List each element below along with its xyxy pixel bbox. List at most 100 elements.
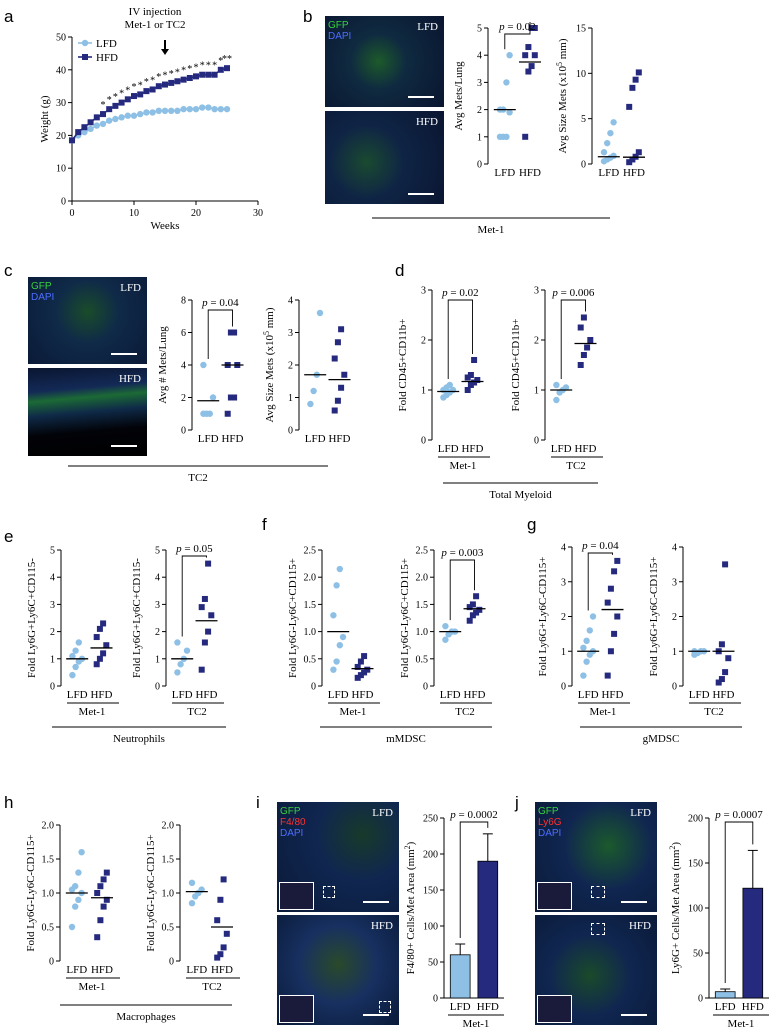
- hfd-data-point: [103, 869, 110, 876]
- y-tick-label: 0.5: [304, 654, 317, 665]
- zoom-region-box: [323, 886, 335, 898]
- lfd-bar: [714, 991, 736, 999]
- lfd-data-point: [183, 647, 191, 654]
- hfd-data-point: [100, 620, 107, 627]
- significance-star: *: [107, 95, 112, 106]
- y-axis-label: F4/80+ Cells/Met Area (mm2): [403, 841, 417, 974]
- lfd-data-point: [93, 122, 101, 129]
- group-label: HFD: [628, 920, 651, 932]
- y-tick-label: 0: [534, 436, 539, 447]
- panel-label-c: c: [4, 261, 13, 280]
- panel-label-j: j: [514, 793, 519, 812]
- x-tick-label: LFD: [494, 167, 515, 179]
- y-tick-label: 200: [423, 850, 438, 861]
- lfd-data-point: [506, 109, 513, 116]
- x-tick-label: LFD: [715, 1001, 736, 1013]
- y-tick-label: 5: [155, 546, 160, 557]
- hfd-data-point: [100, 903, 107, 910]
- hfd-data-point: [522, 133, 529, 140]
- lfd-data-point: [442, 636, 449, 643]
- y-tick-label: 3: [477, 78, 482, 89]
- scale-bar: [621, 1014, 647, 1016]
- hfd-data-point: [199, 71, 206, 78]
- lfd-data-point: [589, 613, 597, 620]
- hfd-data-point: [626, 103, 633, 110]
- hfd-data-point: [331, 355, 338, 362]
- x-axis-label: Weeks: [150, 220, 179, 232]
- micrograph-i-lfd: GFP F4/80 DAPI LFD: [277, 802, 399, 912]
- lfd-data-point: [143, 109, 150, 116]
- y-tick-label: 5: [50, 546, 55, 557]
- x-tick-label: HFD: [211, 964, 233, 976]
- hfd-data-point: [467, 372, 474, 378]
- hfd-data-point: [334, 397, 341, 404]
- y-tick-label: 0: [169, 957, 174, 968]
- scatter-plot: 0 1 2 3 Fold CD45+CD11b+ LFD HFD p = 0.006 TC2: [510, 286, 603, 472]
- hfd-data-point: [201, 639, 208, 646]
- hfd-bar: [742, 887, 764, 999]
- f480-label: F4/80: [280, 817, 306, 828]
- y-tick-label: 0.5: [416, 654, 429, 665]
- lfd-data-point: [69, 652, 76, 660]
- hfd-data-point: [223, 930, 230, 937]
- y-tick-label: 0: [433, 994, 438, 1005]
- dapi-label: DAPI: [31, 292, 55, 303]
- lfd-data-point: [81, 128, 88, 136]
- y-tick-label: 2: [672, 612, 677, 623]
- hfd-data-point: [531, 52, 538, 59]
- hfd-data-point: [464, 387, 471, 393]
- group-label: LFD: [120, 282, 141, 294]
- x-tick-label: HFD: [712, 689, 734, 701]
- y-tick-label: 6: [181, 328, 186, 339]
- hfd-data-point: [155, 83, 162, 90]
- zoom-inset: [537, 882, 572, 910]
- hfd-data-point: [96, 625, 103, 632]
- lfd-data-point: [223, 105, 231, 113]
- group-label: Met-1: [79, 706, 106, 718]
- hfd-data-point: [93, 634, 100, 641]
- hfd-data-point: [131, 93, 137, 100]
- hfd-data-point: [124, 96, 131, 103]
- hfd-data-point: [476, 606, 483, 613]
- group-label: Met-1: [728, 1018, 755, 1030]
- x-tick-label: HFD: [221, 433, 243, 445]
- lfd-data-point: [99, 120, 107, 128]
- lfd-data-point: [130, 112, 138, 119]
- significance-star: *: [150, 75, 155, 86]
- significance-bracket: [181, 555, 207, 637]
- scale-bar: [111, 445, 137, 447]
- hfd-data-point: [580, 352, 587, 358]
- legend: LFD HFD: [78, 38, 118, 64]
- significance-star: *: [156, 72, 161, 83]
- lfd-data-point: [199, 104, 206, 111]
- y-tick-label: 2.0: [304, 573, 317, 584]
- y-tick-label: 1.5: [162, 855, 175, 866]
- y-axis-label: Avg Mets/Lung: [453, 61, 465, 131]
- hfd-data-point: [725, 655, 732, 662]
- lfd-data-point: [446, 381, 453, 389]
- hfd-data-point: [198, 666, 205, 673]
- y-tick-label: 1: [672, 647, 677, 658]
- gfp-label: GFP: [280, 806, 301, 817]
- lfd-data-point: [87, 125, 94, 133]
- x-tick-label: HFD: [519, 167, 541, 179]
- hfd-data-point: [137, 91, 144, 98]
- lfd-data-point: [442, 622, 449, 630]
- lfd-data-point: [75, 639, 83, 646]
- panel-label-a: a: [4, 7, 14, 26]
- scatter-plot: 0 1 2 3 4 5 Fold Ly6G+Ly6C+CD115- LFD HFD Met-1: [26, 546, 119, 718]
- y-tick-label: 2.5: [416, 546, 429, 557]
- y-tick-label: 0: [311, 682, 316, 693]
- hfd-data-point: [364, 666, 371, 673]
- lfd-data-point: [161, 107, 169, 115]
- y-axis-label: Avg Size Mets (x105 mm): [262, 307, 276, 422]
- significance-bracket: [459, 821, 489, 938]
- hfd-data-point: [471, 379, 478, 386]
- lfd-data-point: [174, 639, 181, 646]
- hfd-data-point: [217, 951, 224, 958]
- hfd-data-point: [97, 883, 104, 890]
- hfd-data-point: [587, 337, 594, 343]
- y-tick-label: 0: [477, 160, 482, 171]
- significance-star: *: [163, 71, 168, 82]
- hfd-data-point: [186, 75, 193, 81]
